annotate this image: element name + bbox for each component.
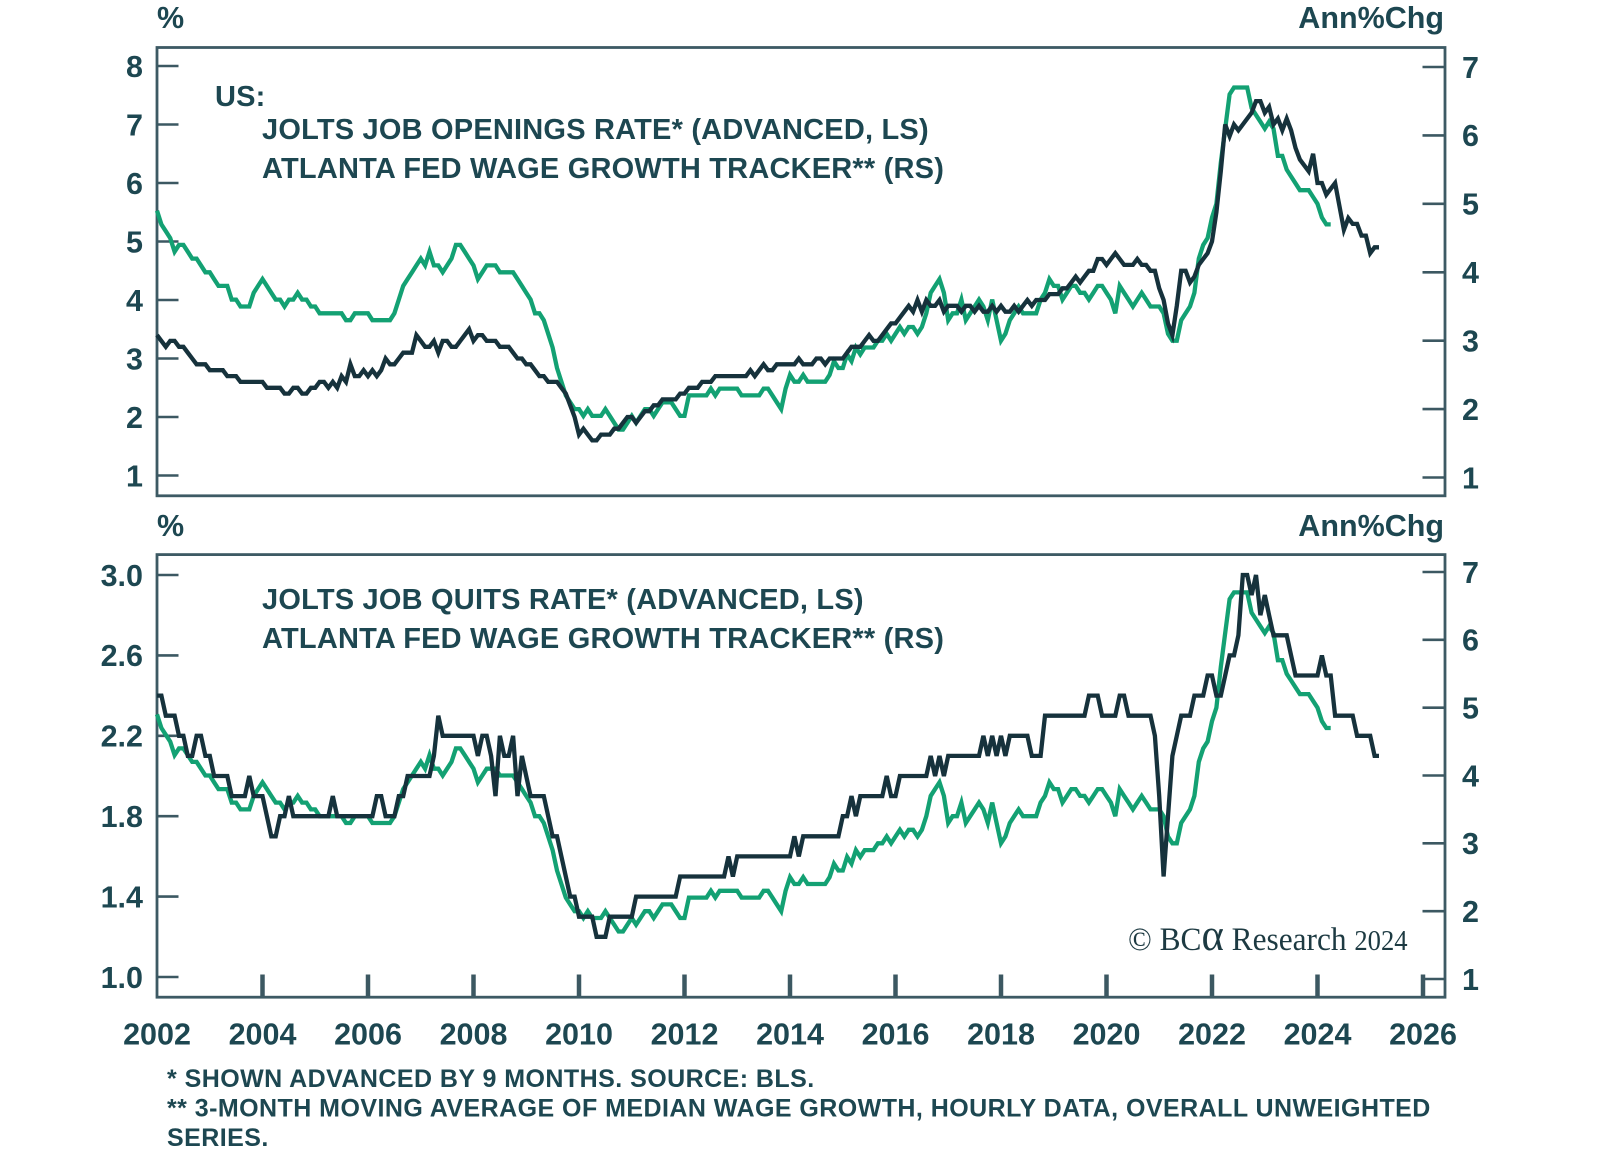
svg-text:3: 3 — [1462, 325, 1479, 359]
svg-text:2.6: 2.6 — [101, 639, 143, 673]
svg-text:2004: 2004 — [229, 1018, 297, 1052]
svg-text:5: 5 — [1462, 692, 1479, 726]
svg-text:4: 4 — [1462, 256, 1479, 290]
svg-text:Ann%Chg: Ann%Chg — [1298, 509, 1444, 543]
svg-text:5: 5 — [1462, 188, 1479, 222]
svg-text:2014: 2014 — [756, 1018, 824, 1052]
svg-text:2: 2 — [1462, 895, 1479, 929]
svg-text:1: 1 — [126, 459, 143, 493]
svg-text:1.8: 1.8 — [101, 800, 143, 834]
svg-text:2008: 2008 — [440, 1018, 508, 1052]
svg-text:JOLTS JOB OPENINGS RATE* (ADVA: JOLTS JOB OPENINGS RATE* (ADVANCED, LS) — [262, 114, 929, 146]
svg-text:2: 2 — [1462, 393, 1479, 427]
svg-text:ATLANTA FED WAGE GROWTH TRACKE: ATLANTA FED WAGE GROWTH TRACKER** (RS) — [262, 623, 944, 655]
svg-text:2002: 2002 — [123, 1018, 191, 1052]
svg-text:2026: 2026 — [1389, 1018, 1457, 1052]
svg-text:ATLANTA FED WAGE GROWTH TRACKE: ATLANTA FED WAGE GROWTH TRACKER** (RS) — [262, 153, 944, 185]
svg-text:1: 1 — [1462, 461, 1479, 495]
svg-text:2022: 2022 — [1178, 1018, 1246, 1052]
svg-text:2018: 2018 — [967, 1018, 1035, 1052]
svg-text:1: 1 — [1462, 963, 1479, 997]
svg-text:%: % — [157, 1, 184, 35]
svg-text:7: 7 — [126, 108, 143, 142]
svg-text:JOLTS JOB QUITS RATE* (ADVANCE: JOLTS JOB QUITS RATE* (ADVANCED, LS) — [262, 584, 864, 616]
svg-text:5: 5 — [126, 225, 143, 259]
svg-text:1.4: 1.4 — [101, 880, 143, 914]
svg-text:3: 3 — [1462, 827, 1479, 861]
svg-text:3.0: 3.0 — [101, 559, 143, 593]
svg-text:4: 4 — [1462, 759, 1479, 793]
svg-text:3: 3 — [126, 342, 143, 376]
svg-text:7: 7 — [1462, 556, 1479, 590]
svg-text:2020: 2020 — [1073, 1018, 1141, 1052]
svg-text:2012: 2012 — [651, 1018, 719, 1052]
svg-text:%: % — [157, 509, 184, 543]
svg-text:6: 6 — [1462, 624, 1479, 658]
svg-text:* SHOWN ADVANCED BY 9 MONTHS.: * SHOWN ADVANCED BY 9 MONTHS. SOURCE: BL… — [167, 1065, 815, 1093]
svg-text:2024: 2024 — [1284, 1018, 1352, 1052]
svg-text:6: 6 — [1462, 119, 1479, 153]
svg-text:8: 8 — [126, 50, 143, 84]
svg-text:2.2: 2.2 — [101, 720, 143, 754]
svg-text:2016: 2016 — [862, 1018, 930, 1052]
svg-text:US:: US: — [215, 81, 266, 113]
svg-text:2006: 2006 — [334, 1018, 402, 1052]
svg-text:7: 7 — [1462, 51, 1479, 85]
svg-text:2: 2 — [126, 401, 143, 435]
svg-text:2010: 2010 — [545, 1018, 613, 1052]
svg-text:** 3-MONTH MOVING AVERAGE OF M: ** 3-MONTH MOVING AVERAGE OF MEDIAN WAGE… — [167, 1095, 1431, 1123]
svg-text:6: 6 — [126, 167, 143, 201]
svg-text:4: 4 — [126, 284, 143, 318]
svg-text:SERIES.: SERIES. — [167, 1124, 269, 1152]
svg-text:Ann%Chg: Ann%Chg — [1298, 1, 1444, 35]
svg-text:1.0: 1.0 — [101, 961, 143, 995]
